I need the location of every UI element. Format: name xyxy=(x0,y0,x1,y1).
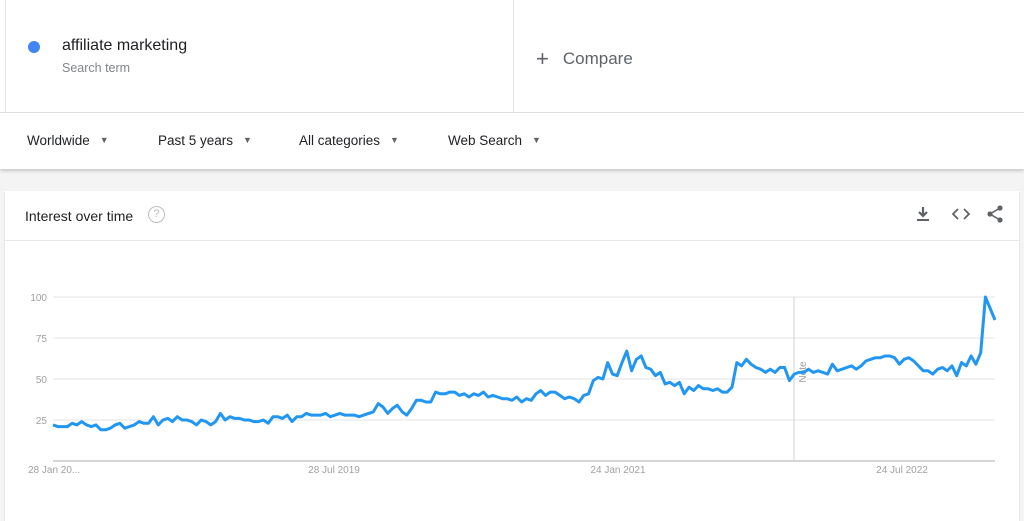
x-tick-label: 24 Jul 2022 xyxy=(876,465,928,476)
search-term-name[interactable]: affiliate marketing xyxy=(62,37,188,54)
y-tick-label: 75 xyxy=(36,334,48,345)
filter-label: Web Search xyxy=(448,133,523,148)
filter-search-type[interactable]: Web Search ▼ xyxy=(448,133,541,148)
caret-down-icon: ▼ xyxy=(390,135,399,145)
compare-button[interactable]: + Compare xyxy=(536,46,633,72)
compare-label: Compare xyxy=(562,49,633,68)
x-tick-label: 28 Jan 20... xyxy=(28,465,80,476)
caret-down-icon: ▼ xyxy=(99,135,109,145)
plus-icon: + xyxy=(536,46,549,71)
y-tick-label: 25 xyxy=(36,416,48,427)
filter-time-range[interactable]: Past 5 years ▼ xyxy=(158,133,252,148)
embed-icon[interactable] xyxy=(951,205,971,228)
download-icon[interactable] xyxy=(915,205,931,228)
x-tick-label: 28 Jul 2019 xyxy=(308,465,360,476)
search-term-subtitle: Search term xyxy=(62,61,131,75)
share-icon[interactable] xyxy=(986,205,1004,228)
y-tick-label: 50 xyxy=(36,375,48,386)
filter-category[interactable]: All categories ▼ xyxy=(299,133,399,148)
series-color-dot xyxy=(28,41,40,53)
help-icon[interactable]: ? xyxy=(148,206,165,223)
y-tick-label: 100 xyxy=(30,293,47,304)
search-term-card[interactable]: affiliate marketing Search term xyxy=(5,0,514,112)
filter-location[interactable]: Worldwide ▼ xyxy=(27,133,109,148)
filter-bar: Worldwide ▼ Past 5 years ▼ All categories ▼… xyxy=(0,113,1024,169)
series-line xyxy=(52,295,997,432)
interest-over-time-card: Interest over time ? xyxy=(5,191,1019,521)
search-terms-bar: affiliate marketing Search term + Compare xyxy=(0,0,1024,113)
filter-label: Past 5 years xyxy=(158,133,234,148)
filter-label: Worldwide xyxy=(27,133,90,148)
caret-down-icon: ▼ xyxy=(532,135,541,145)
card-title: Interest over time xyxy=(25,208,134,224)
card-header: Interest over time ? xyxy=(5,191,1019,241)
filter-label: All categories xyxy=(299,133,381,148)
x-tick-label: 24 Jan 2021 xyxy=(590,465,645,476)
caret-down-icon: ▼ xyxy=(243,135,252,145)
